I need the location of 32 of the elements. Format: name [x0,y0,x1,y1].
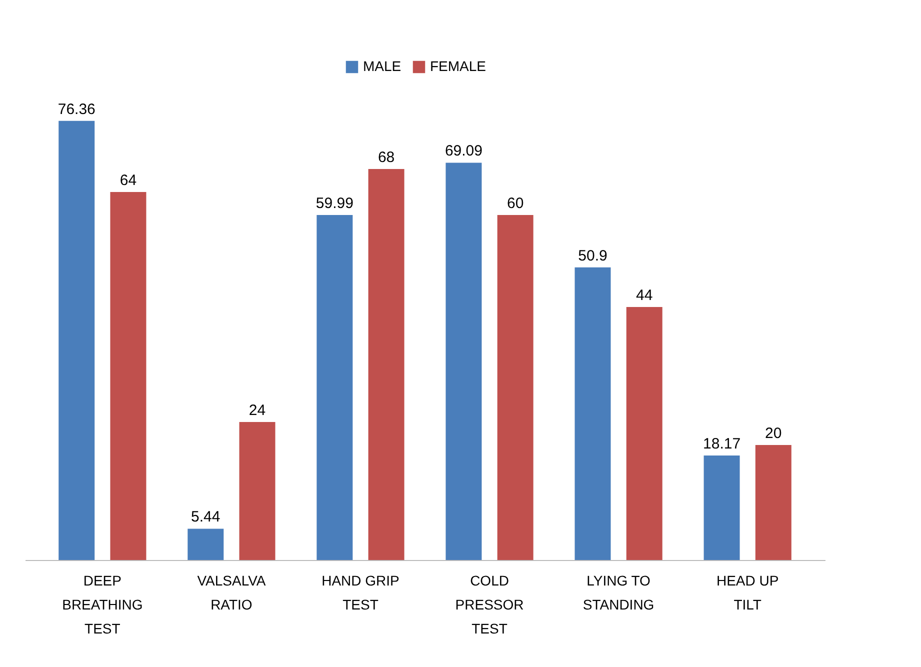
x-tick-label: COLD PRESSOR TEST [455,572,524,636]
data-label: 68 [378,149,395,166]
x-tick-label: LYING TO STANDING [582,572,654,612]
bar [446,162,482,560]
data-label: 64 [120,172,137,189]
data-label: 5.44 [191,508,220,526]
bar [58,120,95,560]
bar [239,422,276,560]
legend-label: FEMALE [430,58,486,74]
data-label: 50.9 [578,247,608,264]
bar [626,307,662,560]
data-label: 60 [506,195,524,212]
data-label: 69.09 [444,142,482,160]
x-tick-label: HEAD UP TILT [716,572,779,612]
data-label: 18.17 [703,436,741,453]
bar [574,267,611,560]
bar [368,169,404,560]
x-tick-label: VALSALVA RATIO [197,572,266,612]
bar [497,215,534,560]
bar [316,215,353,560]
bar [110,192,146,560]
data-label: 44 [636,287,653,304]
data-label: 76.36 [58,100,96,118]
bar [188,528,224,560]
data-label: 20 [765,425,782,442]
data-label: 24 [248,402,266,419]
data-label: 59.99 [316,195,354,212]
bar [755,445,792,560]
bar [704,456,740,560]
legend-label: MALE [363,58,402,74]
x-tick-label: HAND GRIP TEST [322,572,400,612]
x-tick-label: DEEP BREATHING TEST [62,572,143,636]
